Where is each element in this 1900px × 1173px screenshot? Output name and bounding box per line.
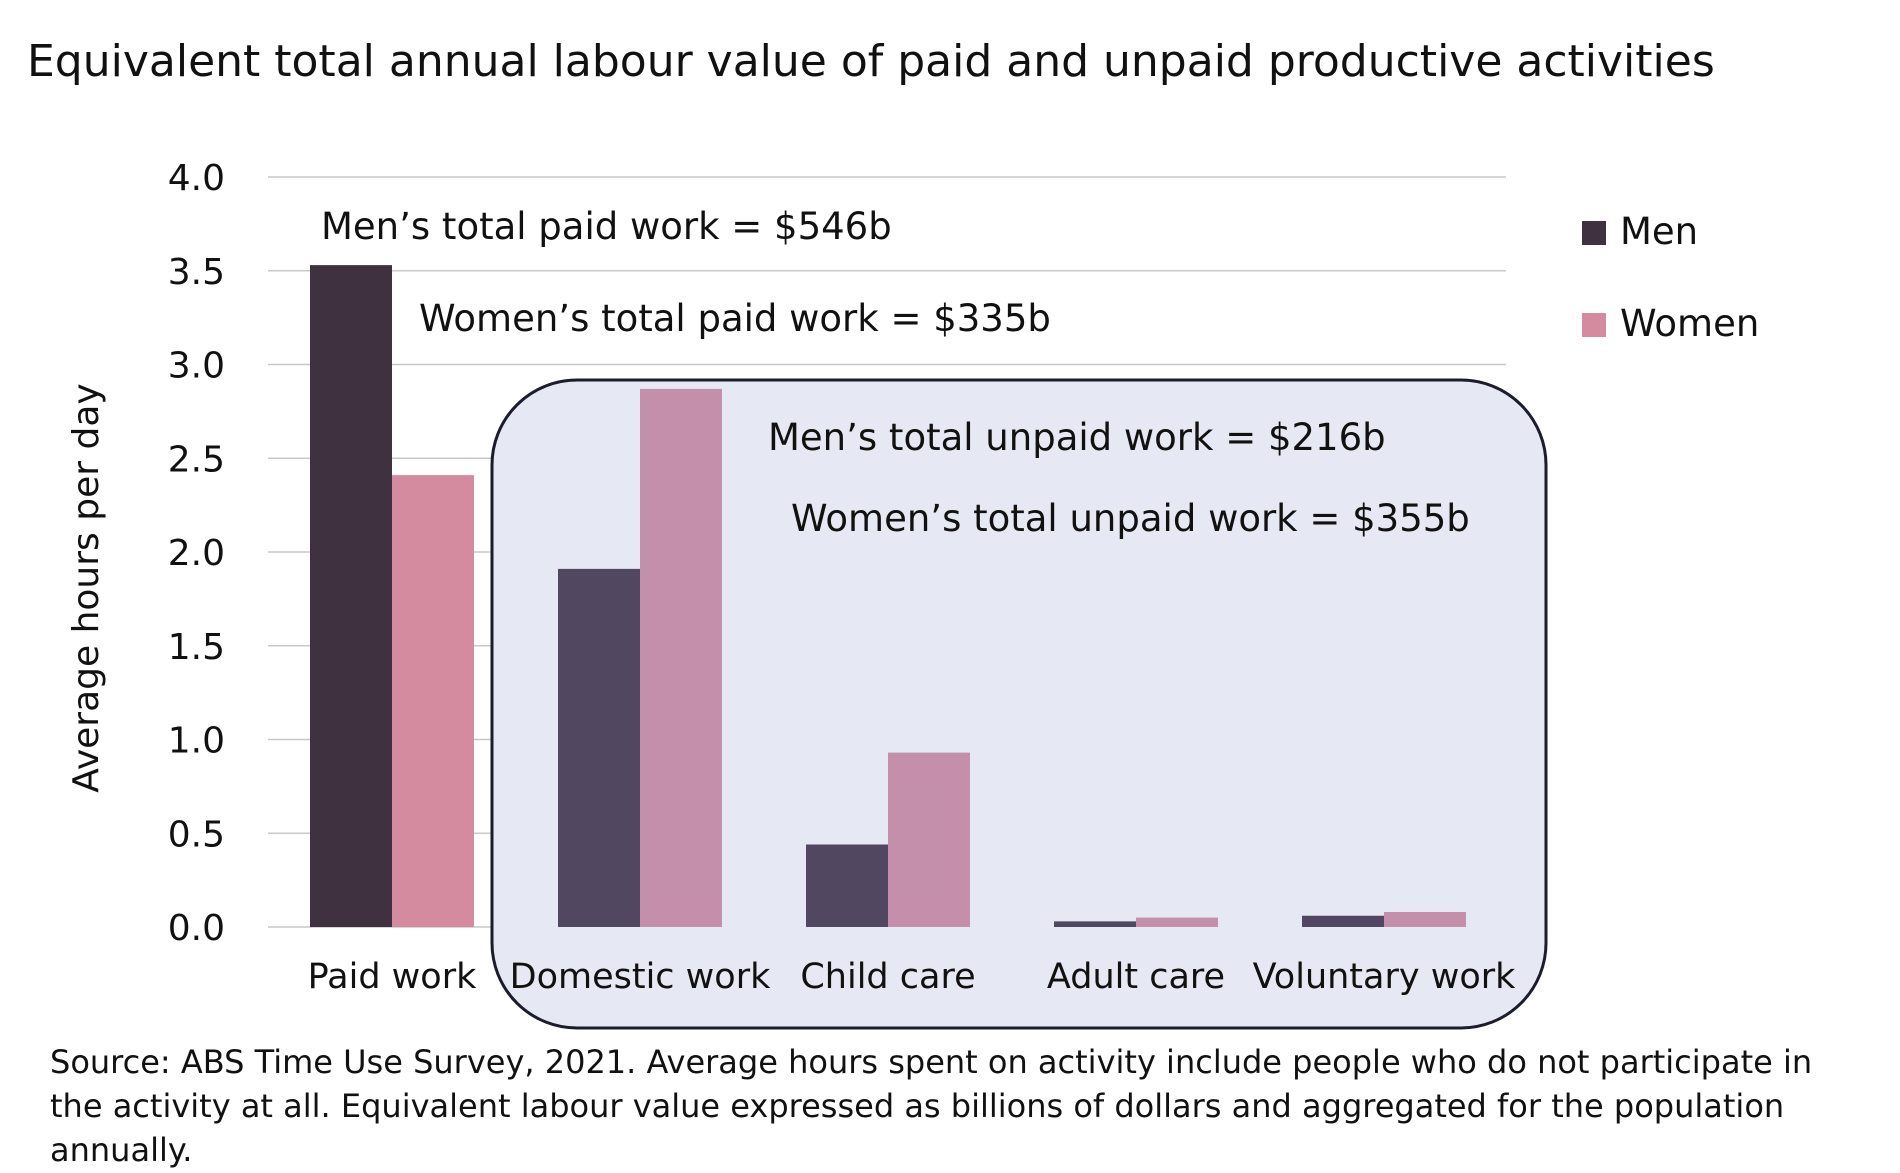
y-tick-label: 2.0 [168,533,225,574]
y-tick-label: 3.5 [168,252,225,293]
bar-women-voluntary-work [1384,912,1466,927]
x-tick-label: Paid work [308,957,477,997]
y-axis-label: Average hours per day [66,383,107,792]
legend-label-women: Women [1620,302,1759,345]
y-tick-label: 1.5 [168,627,225,668]
bar-women-child-care [888,752,970,927]
y-axis-tick-labels: 0.0 0.5 1.0 1.5 2.0 2.5 3.0 3.5 4.0 [168,158,225,949]
bar-women-adult-care [1136,917,1218,927]
y-tick-label: 4.0 [168,158,225,199]
y-tick-label: 0.0 [168,908,225,949]
bar-men-voluntary-work [1302,915,1384,927]
bar-women-paid-work [392,475,474,927]
annotation-women-unpaid: Women’s total unpaid work = $355b [791,497,1470,540]
source-note: Source: ABS Time Use Survey, 2021. Avera… [50,1043,1813,1169]
y-tick-label: 1.0 [168,721,225,762]
legend-label-men: Men [1620,210,1698,253]
bar-men-adult-care [1054,921,1136,927]
annotation-men-paid: Men’s total paid work = $546b [321,205,892,248]
x-tick-label: Voluntary work [1253,957,1517,997]
legend-item-men[interactable]: Men [1582,210,1698,253]
y-tick-label: 2.5 [168,439,225,480]
bar-men-paid-work [310,265,392,927]
unpaid-work-highlight-box [490,378,1548,1030]
x-tick-label: Adult care [1047,957,1225,997]
legend: Men Women [1582,210,1759,345]
bar-women-domestic-work [640,388,722,927]
y-tick-label: 0.5 [168,814,225,855]
x-tick-label: Child care [800,957,975,997]
bars [310,265,1466,927]
x-axis-tick-labels: Paid work Domestic work Child care Adult ca… [308,957,1517,997]
annotation-men-unpaid: Men’s total unpaid work = $216b [768,416,1386,459]
y-tick-label: 3.0 [168,346,225,387]
legend-swatch-men [1582,221,1606,245]
bar-men-domestic-work [558,568,640,927]
legend-swatch-women [1582,313,1606,337]
bar-men-child-care [806,844,888,927]
x-tick-label: Domestic work [510,957,771,997]
annotation-women-paid: Women’s total paid work = $335b [419,297,1051,340]
legend-item-women[interactable]: Women [1582,302,1759,345]
chart-title: Equivalent total annual labour value of … [27,36,1715,87]
